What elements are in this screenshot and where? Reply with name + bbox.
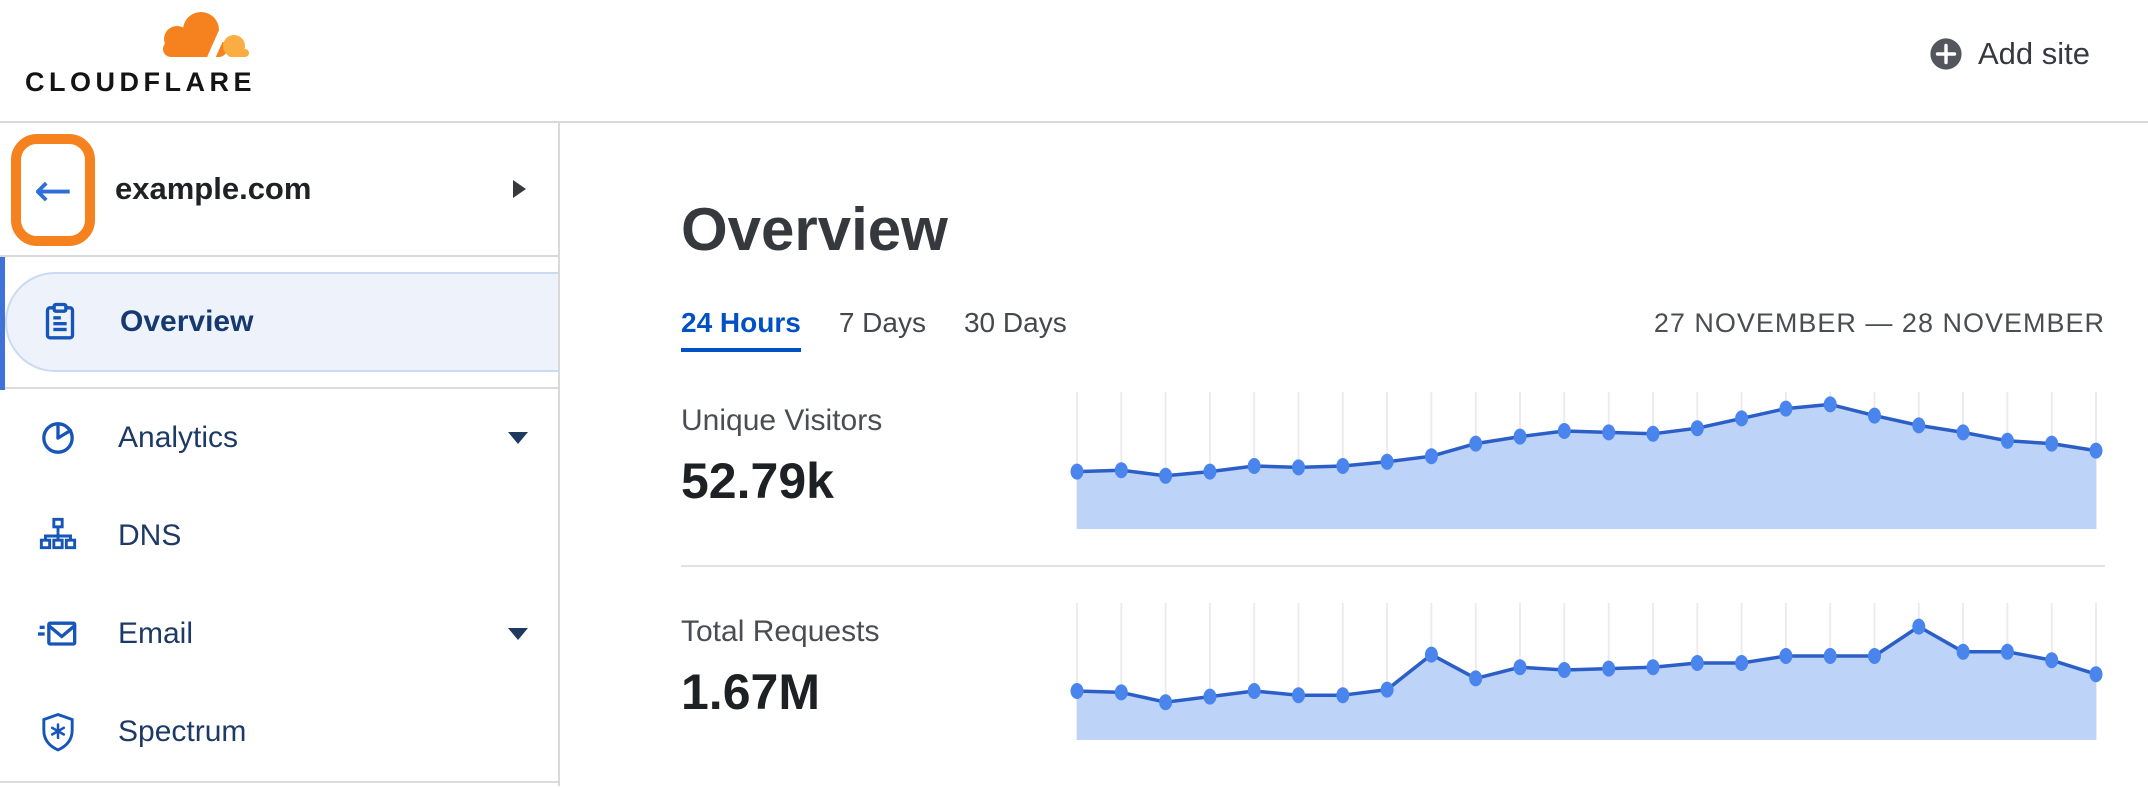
metric-label: Total Requests <box>681 614 880 648</box>
sidebar-divider <box>0 387 558 389</box>
unique-visitors-sparkline-chart[interactable] <box>1068 384 2105 529</box>
back-button-highlighted[interactable]: ← <box>11 134 95 246</box>
unique-visitors-row: Unique Visitors 52.79k <box>681 384 2105 529</box>
main-content: Overview 24 Hours 7 Days 30 Days 27 NOVE… <box>560 123 2148 786</box>
sidebar-item-spectrum[interactable]: Spectrum <box>0 683 558 781</box>
envelope-icon <box>38 621 77 646</box>
add-site-button[interactable]: Add site <box>1929 36 2090 72</box>
metric-value: 1.67M <box>681 663 820 720</box>
sidebar-item-analytics[interactable]: Analytics <box>0 389 558 487</box>
sidebar-item-label: Analytics <box>118 421 239 454</box>
chevron-right-icon[interactable] <box>513 180 526 198</box>
sidebar-divider <box>0 781 558 783</box>
page-title: Overview <box>681 196 948 263</box>
time-range-tabs: 24 Hours 7 Days 30 Days 27 NOVEMBER — 28… <box>681 307 2105 352</box>
sidebar-item-email[interactable]: Email <box>0 585 558 683</box>
tab-30-days[interactable]: 30 Days <box>963 307 1067 338</box>
sidebar-item-label: Spectrum <box>118 715 247 748</box>
pie-chart-icon <box>42 422 74 454</box>
cloudflare-wordmark: CLOUDFLARE <box>25 67 256 97</box>
back-arrow-icon: ← <box>33 163 73 217</box>
top-header: CLOUDFLARE Add site <box>0 0 2148 123</box>
add-site-label: Add site <box>1977 36 2090 71</box>
sidebar-item-overview[interactable]: Overview <box>0 257 558 387</box>
date-range-label: 27 NOVEMBER — 28 NOVEMBER <box>1653 308 2105 338</box>
tab-24-hours[interactable]: 24 Hours <box>681 307 801 352</box>
sidebar-item-label: DNS <box>118 519 182 552</box>
section-divider <box>681 565 2105 567</box>
plus-circle-icon <box>1930 38 1962 70</box>
cloudflare-logo[interactable]: CLOUDFLARE <box>25 5 265 98</box>
metric-label: Unique Visitors <box>681 403 883 437</box>
total-requests-row: Total Requests 1.67M <box>681 595 2105 740</box>
sidebar-item-dns[interactable]: DNS <box>0 487 558 585</box>
metric-info: Total Requests 1.67M <box>681 615 1068 721</box>
metric-info: Unique Visitors 52.79k <box>681 404 1068 510</box>
chevron-down-icon[interactable] <box>508 432 528 444</box>
sitemap-icon <box>39 517 77 550</box>
chevron-down-icon[interactable] <box>508 628 528 640</box>
active-item-accent-bar <box>0 257 5 390</box>
site-name: example.com <box>115 171 312 206</box>
shield-icon <box>42 712 74 752</box>
sidebar: ← example.com Overview <box>0 123 560 786</box>
cloudflare-cloud-icon <box>163 12 249 62</box>
sidebar-item-label: Overview <box>120 305 254 338</box>
sidebar-nav: Overview Analytics <box>0 257 558 783</box>
site-selector-row: ← example.com <box>0 123 558 257</box>
tab-7-days[interactable]: 7 Days <box>838 307 926 338</box>
clipboard-icon <box>45 302 75 340</box>
total-requests-sparkline-chart[interactable] <box>1068 595 2105 740</box>
active-item-pill: Overview <box>5 272 558 372</box>
metric-value: 52.79k <box>681 452 834 509</box>
sidebar-item-label: Email <box>118 617 194 650</box>
